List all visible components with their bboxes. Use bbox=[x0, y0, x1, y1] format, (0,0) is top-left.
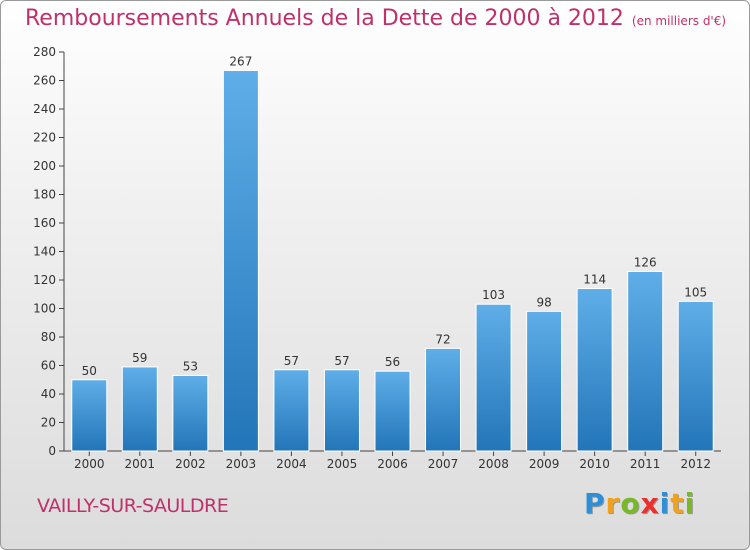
bar-2008 bbox=[475, 303, 512, 452]
data-label: 56 bbox=[385, 355, 400, 369]
data-label: 50 bbox=[82, 364, 97, 378]
bar-2006 bbox=[374, 370, 411, 452]
data-label: 126 bbox=[634, 255, 657, 269]
y-tick-label: 140 bbox=[33, 245, 56, 259]
y-tick-label: 280 bbox=[33, 45, 56, 59]
bar-2004 bbox=[273, 369, 310, 452]
logo-letter: r bbox=[605, 487, 621, 520]
y-tick-label: 160 bbox=[33, 216, 56, 230]
logo-letter: i bbox=[659, 487, 671, 520]
data-label: 59 bbox=[132, 351, 147, 365]
data-labels: 50 59 53 267 57 57 56 72 103 98 114 126 105 bbox=[82, 55, 708, 378]
x-tick-label: 2012 bbox=[680, 457, 711, 471]
x-tick-label: 2011 bbox=[630, 457, 661, 471]
data-label: 98 bbox=[536, 295, 551, 309]
data-label: 72 bbox=[435, 332, 450, 346]
logo-letter: i bbox=[684, 487, 696, 520]
bar-2000 bbox=[71, 379, 108, 452]
proxiti-logo[interactable]: Proxiti bbox=[584, 487, 695, 520]
y-tick-label: 120 bbox=[33, 273, 56, 287]
data-label: 103 bbox=[482, 288, 505, 302]
x-tick-label: 2002 bbox=[175, 457, 206, 471]
bar-2001 bbox=[121, 366, 158, 452]
x-tick-label: 2001 bbox=[125, 457, 156, 471]
chart-title: Remboursements Annuels de la Dette de 20… bbox=[25, 6, 726, 31]
y-tick-label: 260 bbox=[33, 74, 56, 88]
bar-2012 bbox=[677, 300, 714, 452]
bar-2010 bbox=[576, 288, 613, 452]
y-tick-label: 200 bbox=[33, 159, 56, 173]
bar-2003 bbox=[222, 70, 259, 452]
x-tick-label: 2006 bbox=[377, 457, 408, 471]
y-tick-label: 100 bbox=[33, 302, 56, 316]
chart-subtitle: (en milliers d'€) bbox=[631, 14, 727, 28]
y-tick-label: 40 bbox=[41, 387, 56, 401]
y-tick-label: 80 bbox=[41, 330, 56, 344]
data-label: 267 bbox=[229, 55, 252, 69]
x-tick-label: 2005 bbox=[327, 457, 358, 471]
data-label: 53 bbox=[183, 359, 198, 373]
bar-2007 bbox=[425, 347, 462, 452]
logo-letter: x bbox=[640, 487, 660, 520]
x-tick-label: 2000 bbox=[74, 457, 105, 471]
logo-letter: P bbox=[584, 487, 606, 520]
x-tick-label: 2007 bbox=[428, 457, 459, 471]
x-tick-label: 2003 bbox=[226, 457, 257, 471]
x-tick-label: 2004 bbox=[276, 457, 307, 471]
y-tick-label: 60 bbox=[41, 359, 56, 373]
y-tick-label: 240 bbox=[33, 102, 56, 116]
bar-2011 bbox=[627, 270, 664, 452]
logo-letter: t bbox=[670, 487, 685, 520]
title-text: Remboursements Annuels de la Dette de 20… bbox=[25, 6, 624, 31]
y-tick-label: 20 bbox=[41, 416, 56, 430]
x-tick-label: 2009 bbox=[529, 457, 560, 471]
x-tick-label: 2008 bbox=[478, 457, 509, 471]
data-label: 57 bbox=[284, 354, 299, 368]
y-tick-label: 180 bbox=[33, 188, 56, 202]
bar-2002 bbox=[172, 374, 209, 452]
commune-name: VAILLY-SUR-SAULDRE bbox=[37, 495, 229, 517]
data-label: 114 bbox=[583, 273, 606, 287]
bar-2009 bbox=[526, 310, 563, 452]
x-tick-label: 2010 bbox=[579, 457, 610, 471]
logo-letter: o bbox=[620, 487, 641, 520]
bar-2005 bbox=[323, 369, 360, 452]
data-label: 57 bbox=[334, 354, 349, 368]
data-label: 105 bbox=[684, 285, 707, 299]
y-tick-label: 0 bbox=[48, 444, 56, 458]
y-tick-label: 220 bbox=[33, 131, 56, 145]
bars bbox=[71, 70, 714, 452]
